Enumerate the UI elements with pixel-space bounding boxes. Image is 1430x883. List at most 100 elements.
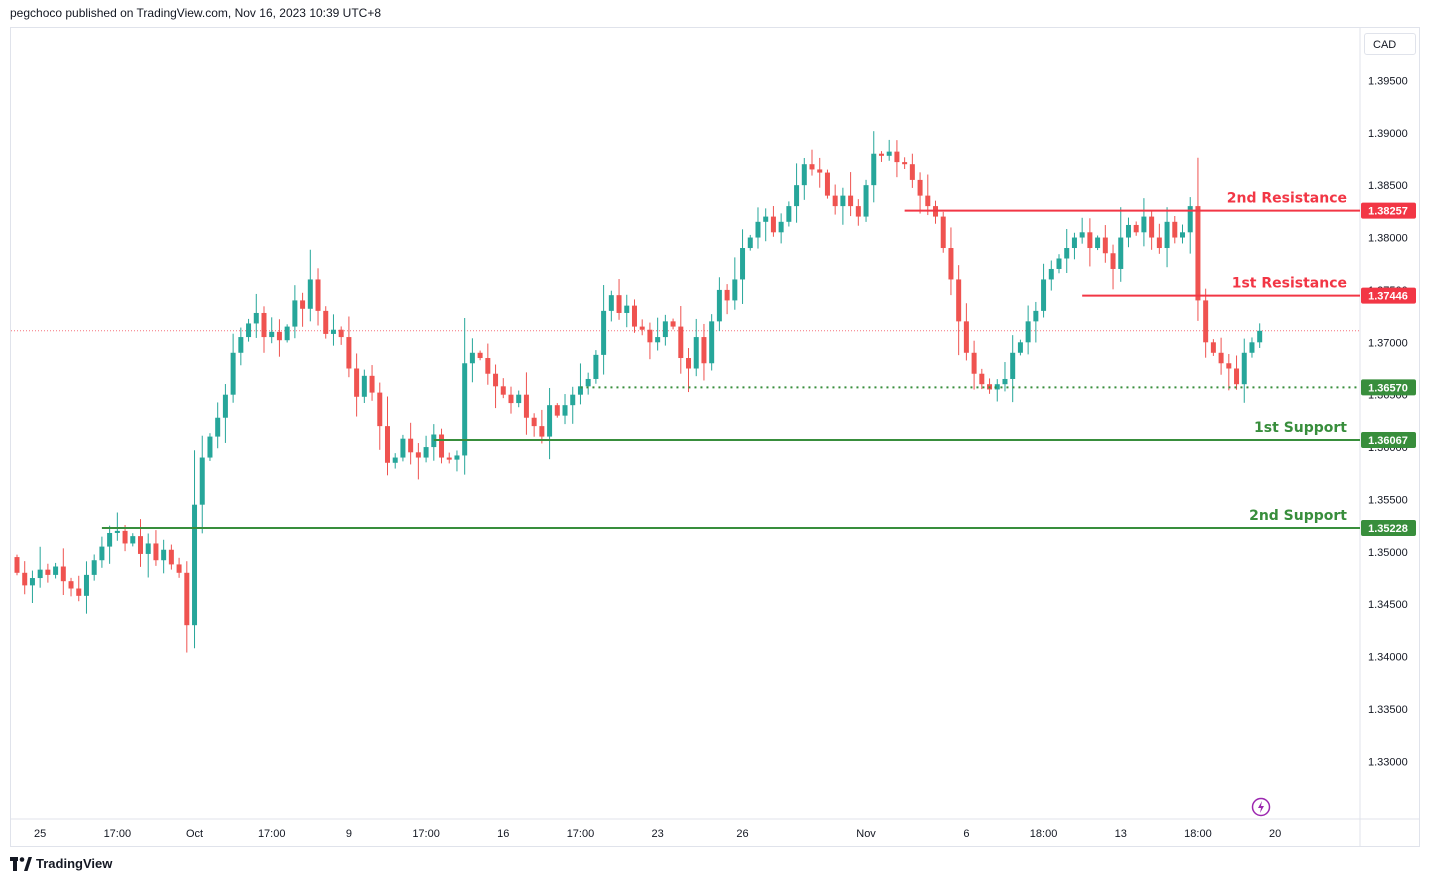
candle xyxy=(1002,362,1008,392)
candle xyxy=(763,208,769,242)
candle xyxy=(979,368,985,390)
candle xyxy=(168,544,174,570)
svg-text:1.36570: 1.36570 xyxy=(1368,382,1408,394)
candle xyxy=(1048,260,1054,291)
level-name-label: 2nd Support xyxy=(1249,508,1347,524)
candle xyxy=(601,285,607,375)
y-tick-label: 1.33000 xyxy=(1368,756,1408,768)
candle xyxy=(68,577,74,597)
candle xyxy=(454,450,460,472)
candle xyxy=(693,318,699,377)
candle xyxy=(1071,232,1077,260)
candle xyxy=(794,163,800,223)
candle xyxy=(1064,228,1070,273)
candle xyxy=(462,318,468,475)
candle xyxy=(199,435,205,534)
candle xyxy=(315,268,321,326)
currency-selector[interactable]: CAD xyxy=(1364,33,1416,55)
candle xyxy=(1234,355,1240,390)
level-price-tag: 1.35228 xyxy=(1361,519,1416,536)
candle xyxy=(786,201,792,227)
x-tick-label: 23 xyxy=(652,828,664,840)
candle xyxy=(439,428,445,464)
candle xyxy=(516,390,522,408)
svg-text:1.36067: 1.36067 xyxy=(1368,435,1408,447)
candle xyxy=(770,206,776,237)
candle xyxy=(740,229,746,304)
candle xyxy=(894,140,900,178)
x-tick-label: 17:00 xyxy=(567,828,595,840)
candle xyxy=(176,557,182,578)
candle xyxy=(940,211,946,253)
candle xyxy=(1079,217,1085,244)
candle xyxy=(346,316,352,378)
candle xyxy=(840,187,846,225)
candle xyxy=(1033,301,1039,343)
candle xyxy=(500,378,506,399)
candle xyxy=(886,139,892,161)
candle xyxy=(1180,224,1186,244)
candle xyxy=(1210,339,1216,356)
chart-frame[interactable] xyxy=(10,27,1420,847)
candle xyxy=(554,403,560,418)
y-tick-label: 1.38500 xyxy=(1368,180,1408,192)
candle xyxy=(593,350,599,384)
candle xyxy=(778,213,784,244)
candle xyxy=(361,369,367,404)
candle xyxy=(832,184,838,215)
tradingview-brand[interactable]: TradingView xyxy=(10,856,112,871)
y-tick-label: 1.39500 xyxy=(1368,75,1408,87)
candle xyxy=(1156,223,1162,254)
candle xyxy=(45,563,51,583)
candle xyxy=(531,413,537,437)
candle xyxy=(1249,337,1255,358)
candle xyxy=(956,265,962,356)
candle xyxy=(994,379,1000,402)
candle xyxy=(338,326,344,345)
level-price-tag: 1.36067 xyxy=(1361,432,1416,449)
lightning-icon[interactable] xyxy=(1251,797,1271,817)
candle xyxy=(276,319,282,357)
candle xyxy=(1010,335,1016,403)
candle xyxy=(415,443,421,480)
candle xyxy=(323,306,329,339)
candle xyxy=(1125,217,1131,248)
candle xyxy=(809,149,815,176)
candle xyxy=(477,350,483,361)
candle xyxy=(400,434,406,462)
candle xyxy=(755,207,761,249)
candle xyxy=(917,172,923,214)
candle xyxy=(446,452,452,464)
y-tick-label: 1.34000 xyxy=(1368,652,1408,664)
x-tick-label: Oct xyxy=(186,828,203,840)
candle xyxy=(246,318,252,342)
candle xyxy=(1133,221,1139,236)
candle xyxy=(631,299,637,333)
candle xyxy=(22,561,28,595)
candle xyxy=(732,257,738,310)
candle xyxy=(709,314,715,371)
candle xyxy=(130,533,136,547)
candle xyxy=(1041,263,1047,318)
footer-brand-text: TradingView xyxy=(36,856,113,871)
candle xyxy=(1226,354,1232,391)
candle xyxy=(83,561,89,614)
candle xyxy=(562,394,568,425)
candle xyxy=(384,396,390,476)
candle xyxy=(817,157,823,188)
candle xyxy=(1203,288,1209,358)
x-tick-label: 16 xyxy=(497,828,509,840)
candle xyxy=(222,384,228,443)
candle xyxy=(662,314,668,346)
candle xyxy=(60,548,66,596)
svg-text:1.35228: 1.35228 xyxy=(1368,523,1408,535)
candle xyxy=(207,433,213,461)
candle xyxy=(987,378,993,394)
y-tick-label: 1.37000 xyxy=(1368,337,1408,349)
candle xyxy=(1110,244,1116,290)
candle xyxy=(1149,211,1155,250)
candle xyxy=(871,131,877,203)
candle xyxy=(655,317,661,351)
candle xyxy=(114,512,120,541)
